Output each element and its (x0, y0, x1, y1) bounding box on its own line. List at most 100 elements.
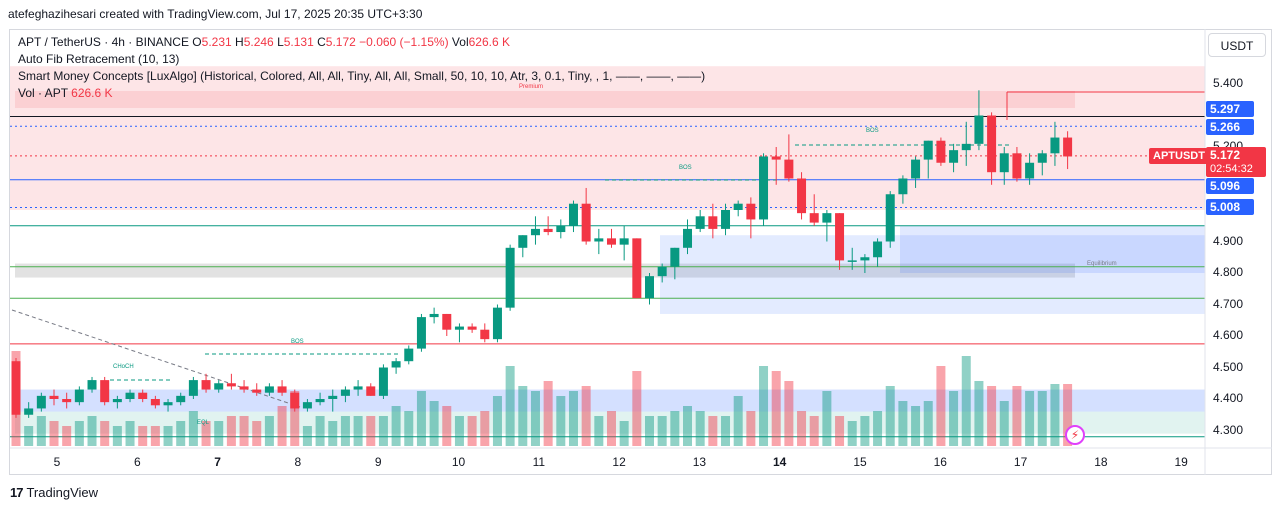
candle-body (530, 228, 540, 236)
current-price: 5.172 (1210, 148, 1241, 162)
volume-bar (911, 406, 921, 446)
volume-bar (885, 386, 895, 446)
volume-bar (949, 391, 959, 446)
bar-countdown: 02:54:32 (1210, 163, 1253, 175)
candle-body (809, 213, 819, 223)
legend-indicator-smc[interactable]: Smart Money Concepts [LuxAlgo] (Historic… (18, 69, 706, 83)
price-tag-5008: 5.008 (1206, 199, 1254, 215)
volume-bar (315, 416, 325, 446)
y-tick-label: 4.800 (1213, 265, 1244, 279)
volume-bar (632, 371, 642, 446)
candle-body (759, 156, 769, 220)
candle-body (429, 313, 439, 318)
volume-bar (36, 416, 46, 446)
discount-block-b (900, 225, 1205, 273)
bos-label-mid: BOS (679, 165, 692, 171)
candle-body (733, 203, 743, 210)
alert-bolt-icon[interactable]: ⚡ (1065, 425, 1085, 445)
candle-body (492, 307, 502, 340)
currency-button[interactable]: USDT (1208, 33, 1266, 57)
candle-body (708, 216, 718, 229)
x-tick-label: 6 (133, 455, 141, 469)
volume-bar (606, 411, 616, 446)
x-tick-label: 11 (532, 455, 546, 469)
legend-vol-label: Vol (451, 35, 469, 49)
x-tick-label: 19 (1174, 455, 1188, 469)
candle-body (404, 348, 414, 362)
volume-bar (163, 426, 173, 446)
volume-bar (49, 421, 59, 446)
footer-brand-text: TradingView (26, 485, 99, 500)
volume-bar (835, 416, 845, 446)
volume-bar (277, 406, 287, 446)
bos-label-top: BOS (866, 128, 879, 134)
volume-bar (492, 396, 502, 446)
volume-bar (1050, 384, 1060, 446)
legend-change: −0.060 (−1.15%) (359, 35, 449, 49)
chart-panel[interactable] (9, 29, 1272, 475)
candle-body (290, 392, 300, 409)
legend-ohlc-row[interactable]: APT / TetherUS · 4h · BINANCE O5.231 H5.… (18, 34, 705, 51)
y-tick-label: 5.400 (1213, 76, 1244, 90)
x-tick-label: 5 (53, 455, 61, 469)
candle-body (543, 228, 553, 233)
volume-bar (581, 386, 591, 446)
candle-body (112, 399, 122, 403)
volume-bar (619, 421, 629, 446)
volume-bar (328, 421, 338, 446)
legend-volume: 626.6 K (468, 35, 510, 49)
candle-body (822, 213, 832, 223)
candle-body (847, 260, 857, 262)
candle-body (176, 395, 186, 403)
volume-bar (290, 391, 300, 446)
volume-bar (594, 416, 604, 446)
candle-body (797, 178, 807, 214)
volume-bar (999, 401, 1009, 446)
footer-branding[interactable]: 17 TradingView (10, 485, 98, 500)
candle-body (277, 386, 287, 393)
candle-body (949, 150, 959, 163)
x-tick-label: 14 (773, 455, 787, 469)
volume-bar (467, 416, 477, 446)
volume-bar (214, 421, 224, 446)
candle-body (974, 115, 984, 144)
volume-bar (784, 381, 794, 446)
volume-bar (657, 416, 667, 446)
volume-bar (683, 406, 693, 446)
candle-body (987, 115, 997, 173)
legend-c-label: C (317, 35, 326, 49)
candle-body (999, 153, 1009, 173)
volume-bar (252, 421, 262, 446)
candle-body (568, 203, 578, 226)
candle-body (150, 399, 160, 406)
legend-vol-value: 626.6 K (71, 86, 113, 100)
legend-high: 5.246 (243, 35, 274, 49)
candle-body (239, 386, 249, 390)
candle-body (480, 329, 490, 340)
candle-body (721, 210, 731, 229)
volume-bar (847, 421, 857, 446)
chart-legend: APT / TetherUS · 4h · BINANCE O5.231 H5.… (18, 34, 705, 102)
volume-bar (87, 416, 97, 446)
legend-h-label: H (235, 35, 244, 49)
demand-block (15, 389, 1205, 412)
volume-bar (353, 416, 363, 446)
choch-label: CHoCH (113, 364, 134, 370)
candle-body (898, 178, 908, 195)
y-tick-label: 4.600 (1213, 328, 1244, 342)
volume-bar (898, 401, 908, 446)
volume-bar (936, 366, 946, 446)
legend-indicator-fib[interactable]: Auto Fib Retracement (10, 13) (18, 52, 180, 66)
volume-bar (138, 426, 148, 446)
candle-body (467, 326, 477, 330)
candle-body (606, 238, 616, 245)
symbol-tag: APTUSDT (1149, 148, 1209, 164)
candle-body (645, 276, 654, 299)
candle-body (214, 383, 224, 390)
volume-bar (923, 401, 933, 446)
volume-bar (670, 411, 680, 446)
legend-indicator-vol[interactable]: Vol · APT 626.6 K (18, 85, 705, 102)
volume-bar (302, 426, 312, 446)
candle-body (416, 317, 426, 349)
